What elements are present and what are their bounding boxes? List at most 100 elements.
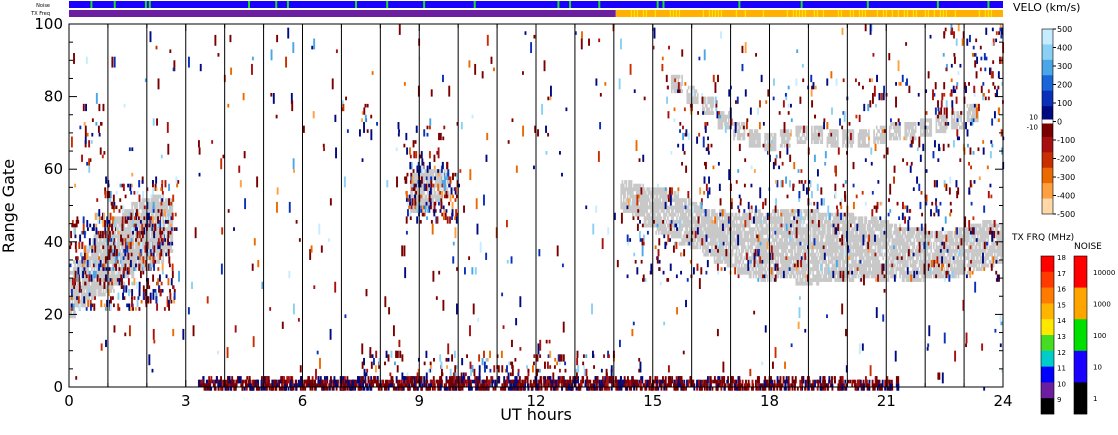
ground-scatter-cell — [781, 220, 783, 224]
ground-scatter-cell — [766, 278, 769, 282]
ground-scatter-cell — [724, 209, 726, 213]
ground-scatter-cell — [843, 241, 846, 246]
ground-scatter-cell — [809, 238, 812, 242]
ground-scatter-cell — [868, 259, 870, 264]
ground-scatter-cell — [85, 267, 88, 272]
ground-scatter-cell — [801, 267, 804, 272]
ground-scatter-cell — [887, 241, 890, 246]
ground-scatter-cell — [792, 263, 795, 268]
ground-scatter-cell — [831, 249, 834, 253]
ground-scatter-cell — [709, 100, 712, 105]
ground-scatter-cell — [748, 140, 751, 144]
ground-scatter-cell — [704, 227, 707, 232]
ground-scatter-cell — [772, 136, 774, 141]
ground-scatter-cell — [750, 249, 752, 253]
ground-scatter-cell — [751, 256, 754, 261]
ground-scatter-cell — [870, 270, 873, 275]
noise-bar-flag — [557, 1, 560, 8]
ground-scatter-cell — [695, 100, 698, 105]
ground-scatter-cell — [428, 180, 431, 184]
ground-scatter-cell — [704, 234, 707, 239]
ground-scatter-cell — [692, 216, 695, 221]
ground-scatter-cell — [783, 220, 786, 224]
ground-scatter-cell — [748, 220, 751, 224]
ground-scatter-cell — [857, 223, 860, 228]
ground-scatter-cell — [114, 216, 117, 221]
ground-scatter-cell — [838, 252, 840, 257]
ground-scatter-cell — [747, 256, 750, 261]
ground-scatter-cell — [678, 216, 681, 221]
ground-scatter-cell — [634, 187, 637, 192]
ground-scatter-cell — [624, 180, 626, 184]
noise-bar-flag — [569, 1, 572, 8]
ground-scatter-cell — [799, 125, 802, 130]
ground-scatter-cell — [816, 270, 818, 275]
ground-scatter-cell — [111, 241, 114, 246]
ground-scatter-cell — [855, 267, 857, 272]
ground-scatter-cell — [852, 278, 855, 282]
ground-scatter-cell — [436, 198, 438, 203]
ground-scatter-cell — [102, 241, 105, 246]
ground-scatter-cell — [868, 227, 870, 232]
ground-scatter-cell — [818, 249, 821, 253]
ground-scatter-cell — [74, 310, 76, 315]
ground-scatter-cell — [778, 270, 781, 275]
ground-scatter-cell — [813, 212, 816, 217]
ground-scatter-cell — [740, 245, 743, 250]
ground-scatter-cell — [751, 227, 754, 232]
ground-scatter-cell — [648, 190, 651, 195]
ground-scatter-cell — [142, 212, 145, 217]
ground-scatter-cell — [848, 132, 851, 137]
ground-scatter-cell — [809, 216, 812, 221]
txfreq-bar-tick — [897, 10, 900, 17]
ground-scatter-cell — [712, 223, 715, 228]
ground-scatter-cell — [98, 238, 101, 242]
ground-scatter-cell — [678, 198, 681, 203]
ground-scatter-cell — [799, 281, 802, 286]
ground-scatter-cell — [76, 303, 79, 308]
ground-scatter-cell — [637, 212, 639, 217]
ground-scatter-cell — [763, 230, 765, 235]
ground-scatter-cell — [716, 227, 719, 232]
ground-scatter-cell — [746, 249, 748, 253]
ground-scatter-cell — [818, 227, 821, 232]
ground-scatter-cell — [443, 169, 446, 174]
ground-scatter-cell — [434, 169, 437, 174]
ground-scatter-cell — [133, 205, 136, 210]
ground-scatter-cell — [743, 227, 746, 232]
ground-scatter-cell — [765, 132, 768, 137]
ground-scatter-cell — [861, 220, 864, 224]
ground-scatter-cell — [70, 314, 72, 319]
ground-scatter-cell — [868, 143, 870, 148]
ground-scatter-cell — [866, 270, 869, 275]
ground-scatter-cell — [707, 216, 709, 221]
ground-scatter-cell — [110, 256, 113, 261]
ground-scatter-cell — [438, 180, 441, 184]
ground-scatter-cell — [672, 74, 674, 79]
ground-scatter-cell — [835, 140, 838, 144]
ground-scatter-cell — [689, 100, 691, 105]
ground-scatter-cell — [750, 256, 752, 261]
ground-scatter-cell — [873, 132, 875, 137]
ground-scatter-cell — [646, 212, 648, 217]
ground-scatter-cell — [80, 292, 83, 297]
ground-scatter-cell — [875, 270, 878, 275]
ground-scatter-cell — [853, 227, 856, 232]
noise-bar-flag — [662, 1, 665, 8]
ground-scatter-cell — [126, 256, 128, 261]
ground-scatter-cell — [74, 303, 76, 308]
ground-scatter-cell — [718, 122, 721, 126]
ground-scatter-cell — [836, 238, 839, 242]
ground-scatter-cell — [799, 245, 802, 250]
ground-scatter-cell — [162, 205, 165, 210]
ground-scatter-cell — [124, 227, 127, 232]
ground-scatter-cell — [74, 296, 76, 301]
ground-scatter-cell — [166, 249, 168, 253]
ground-scatter-cell — [630, 190, 633, 195]
ground-scatter-cell — [766, 143, 769, 148]
ground-scatter-cell — [420, 190, 423, 195]
ground-scatter-cell — [171, 230, 174, 235]
ground-scatter-cell — [869, 267, 872, 272]
ground-scatter-cell — [674, 89, 677, 94]
ground-scatter-cell — [834, 249, 837, 253]
